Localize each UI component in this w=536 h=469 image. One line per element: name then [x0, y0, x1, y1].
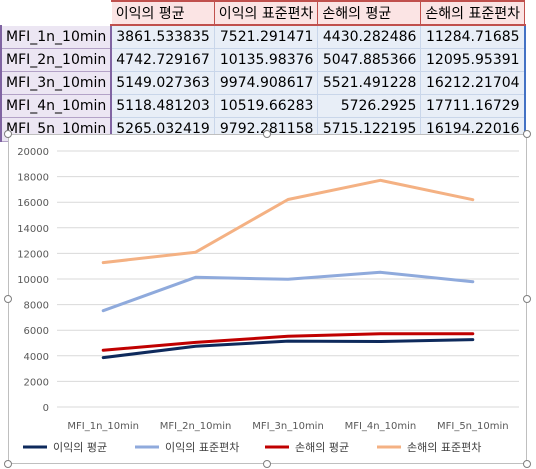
value-cell[interactable]: 10519.66283 — [213, 94, 319, 118]
value-cell[interactable]: 9974.908617 — [213, 71, 319, 95]
value-cell[interactable]: 5047.885366 — [317, 48, 422, 72]
series-line — [101, 178, 475, 265]
y-tick-label: 10000 — [17, 275, 49, 286]
y-tick-label: 6000 — [24, 326, 49, 337]
value-cell[interactable]: 4430.282486 — [317, 24, 422, 49]
value-cell[interactable]: 10135.98376 — [213, 48, 319, 72]
header-cell[interactable]: 손해의 평균 — [317, 0, 422, 26]
resize-handle-top-right[interactable] — [523, 130, 531, 138]
resize-handle-bottom-left[interactable] — [4, 460, 12, 468]
y-tick-label: 16000 — [17, 198, 49, 209]
line-chart[interactable]: 0 2000 4000 6000 8000 10000 12000 14000 16000 180… — [8, 134, 527, 464]
header-cell[interactable]: 이익의 평균 — [110, 0, 215, 26]
resize-handle-bottom-right[interactable] — [523, 460, 531, 468]
row-label-cell[interactable]: MFI_2n_10min — [0, 48, 113, 72]
row-label-cell[interactable]: MFI_4n_10min — [0, 94, 113, 118]
resize-handle-top-left[interactable] — [4, 130, 12, 138]
x-tick-label: MFI_2n_10min — [160, 421, 232, 432]
value-cell[interactable]: 7521.291471 — [213, 24, 319, 49]
y-tick-label: 8000 — [24, 301, 49, 312]
y-tick-label: 14000 — [17, 224, 49, 235]
row-label-cell[interactable]: MFI_1n_10min — [0, 24, 113, 49]
series-line — [101, 270, 475, 313]
data-table: 이익의 평균 이익의 표준편차 손해의 평균 손해의 표준편차 MFI_1n_1… — [0, 0, 526, 142]
value-cell[interactable]: 5149.027363 — [110, 71, 215, 95]
resize-handle-middle-left[interactable] — [4, 295, 12, 303]
value-cell[interactable]: 17711.16729 — [420, 94, 526, 118]
resize-handle-bottom-center[interactable] — [263, 460, 271, 468]
resize-handle-top-center[interactable] — [263, 130, 271, 138]
value-cell[interactable]: 5118.481203 — [110, 94, 215, 118]
y-tick-label: 2000 — [24, 377, 49, 388]
header-row: 이익의 평균 이익의 표준편차 손해의 평균 손해의 표준편차 — [0, 0, 526, 26]
legend-label: 손해의 평균 — [295, 440, 349, 454]
legend-label: 이익의 표준편차 — [165, 441, 239, 454]
value-cell[interactable]: 16212.21704 — [420, 71, 526, 95]
y-tick-label: 4000 — [24, 352, 49, 363]
table-row: MFI_3n_10min 5149.027363 9974.908617 552… — [0, 71, 526, 95]
value-cell[interactable]: 12095.95391 — [420, 48, 526, 72]
x-tick-label: MFI_5n_10min — [437, 421, 509, 432]
value-cell[interactable]: 11284.71685 — [420, 24, 526, 49]
y-tick-label: 18000 — [17, 173, 49, 184]
x-tick-label: MFI_3n_10min — [252, 421, 324, 432]
table-row: MFI_2n_10min 4742.729167 10135.98376 504… — [0, 48, 526, 72]
x-tick-label: MFI_1n_10min — [67, 421, 139, 432]
x-tick-label: MFI_4n_10min — [345, 421, 417, 432]
corner-cell[interactable] — [0, 0, 112, 26]
y-tick-label: 20000 — [17, 147, 49, 158]
value-cell[interactable]: 5726.2925 — [317, 94, 422, 118]
header-cell[interactable]: 손해의 표준편차 — [420, 0, 526, 26]
value-cell[interactable]: 4742.729167 — [110, 48, 215, 72]
header-cell[interactable]: 이익의 표준편차 — [213, 0, 319, 26]
row-label-cell[interactable]: MFI_3n_10min — [0, 71, 113, 95]
series-line — [101, 338, 475, 360]
value-cell[interactable]: 3861.533835 — [110, 24, 215, 49]
table-row: MFI_1n_10min 3861.533835 7521.291471 443… — [0, 24, 526, 49]
series-line — [101, 332, 475, 352]
chart-svg: 0 2000 4000 6000 8000 10000 12000 14000 16000 180… — [17, 147, 519, 454]
legend-label: 이익의 평균 — [53, 441, 107, 454]
y-tick-label: 0 — [43, 403, 49, 414]
legend-label: 손해의 표준편차 — [407, 440, 481, 454]
table-row: MFI_4n_10min 5118.481203 10519.66283 572… — [0, 94, 526, 118]
y-tick-label: 12000 — [17, 249, 49, 260]
value-cell[interactable]: 5521.491228 — [317, 71, 422, 95]
resize-handle-middle-right[interactable] — [523, 295, 531, 303]
